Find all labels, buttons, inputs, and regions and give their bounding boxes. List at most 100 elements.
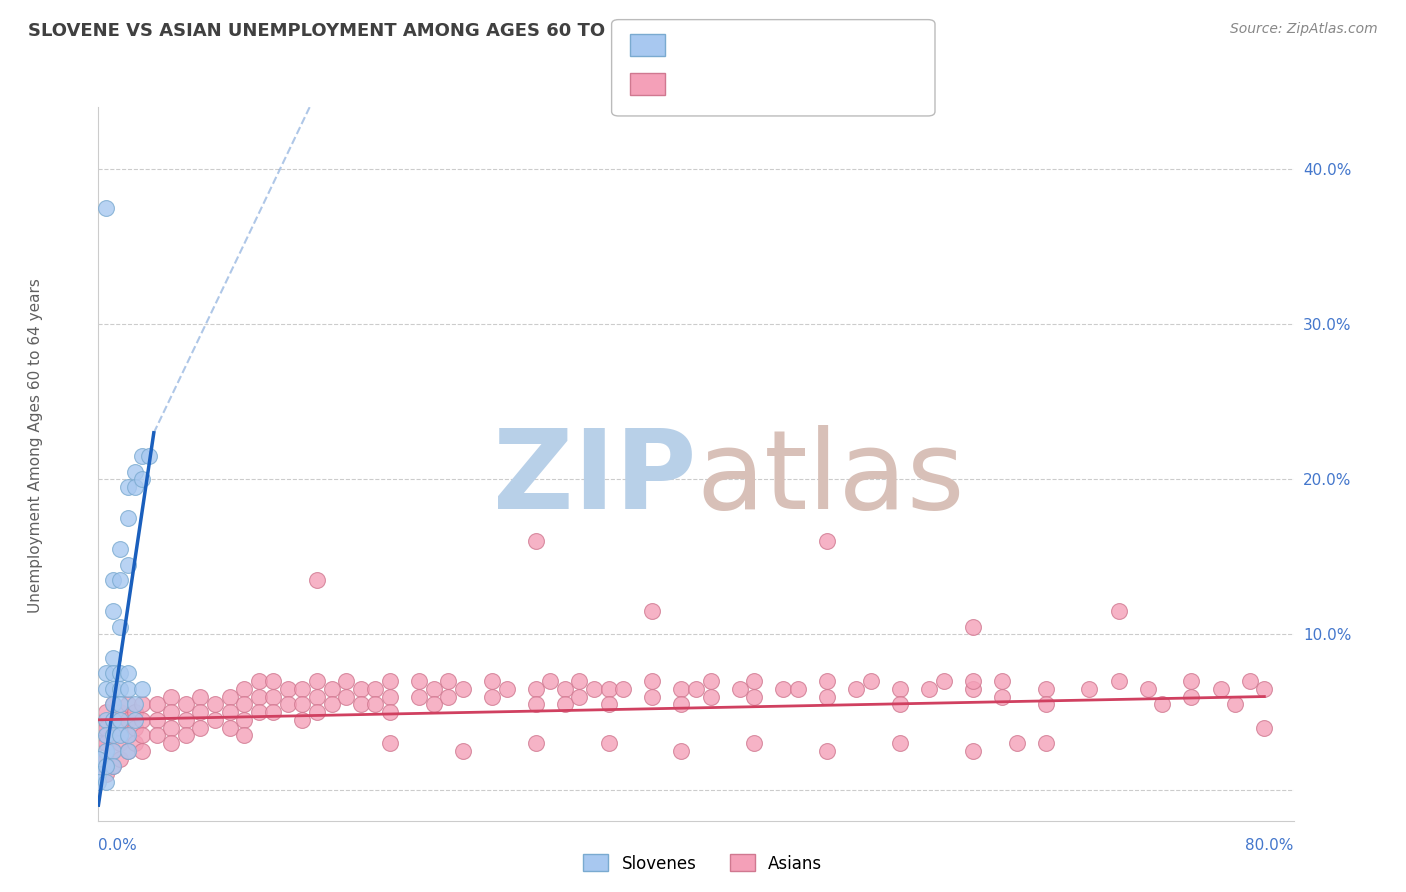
Point xyxy=(378,690,401,704)
Point xyxy=(131,744,153,758)
Point xyxy=(94,767,117,781)
Point xyxy=(117,713,139,727)
Point xyxy=(87,721,110,735)
Point xyxy=(94,744,117,758)
Point xyxy=(117,744,139,758)
Point xyxy=(1239,673,1261,688)
Point xyxy=(117,728,139,742)
Point xyxy=(582,681,605,696)
Point xyxy=(124,480,146,494)
Point xyxy=(524,534,547,549)
Point xyxy=(612,681,634,696)
Point xyxy=(845,681,868,696)
Point xyxy=(277,698,299,712)
Point xyxy=(932,673,955,688)
Text: 80.0%: 80.0% xyxy=(1246,838,1294,854)
Point xyxy=(101,698,124,712)
Point xyxy=(101,573,124,587)
Point xyxy=(291,681,314,696)
Text: N =: N = xyxy=(780,76,811,94)
Point xyxy=(918,681,941,696)
Point xyxy=(124,736,146,750)
Point xyxy=(742,673,765,688)
Point xyxy=(94,713,117,727)
Point xyxy=(233,713,256,727)
Point xyxy=(321,681,343,696)
Point xyxy=(233,728,256,742)
Point xyxy=(117,480,139,494)
Text: Source: ZipAtlas.com: Source: ZipAtlas.com xyxy=(1230,22,1378,37)
Point xyxy=(671,681,693,696)
Point xyxy=(991,690,1014,704)
Point xyxy=(554,698,576,712)
Point xyxy=(422,698,444,712)
Point xyxy=(378,736,401,750)
Point xyxy=(305,690,328,704)
Point xyxy=(160,721,183,735)
Point xyxy=(728,681,751,696)
Point xyxy=(1136,681,1159,696)
Text: R =: R = xyxy=(675,76,706,94)
Point xyxy=(101,744,124,758)
Point xyxy=(1035,681,1057,696)
Point xyxy=(1108,673,1130,688)
Point xyxy=(962,744,984,758)
Point xyxy=(124,698,146,712)
Point xyxy=(291,698,314,712)
Point xyxy=(787,681,810,696)
Point xyxy=(699,673,721,688)
Point xyxy=(554,681,576,696)
Point xyxy=(598,681,620,696)
Point xyxy=(422,681,444,696)
Point xyxy=(772,681,794,696)
Point xyxy=(204,698,226,712)
Point xyxy=(481,690,503,704)
Point xyxy=(145,713,167,727)
Point xyxy=(110,713,132,727)
Text: atlas: atlas xyxy=(696,425,965,532)
Point xyxy=(991,673,1014,688)
Point xyxy=(174,728,197,742)
Point xyxy=(124,721,146,735)
Point xyxy=(451,744,474,758)
Point xyxy=(101,713,124,727)
Point xyxy=(277,681,299,696)
Point xyxy=(101,728,124,742)
Point xyxy=(815,673,838,688)
Point xyxy=(305,673,328,688)
Point xyxy=(110,698,132,712)
Point xyxy=(145,698,167,712)
Point xyxy=(87,775,110,789)
Point xyxy=(87,736,110,750)
Point xyxy=(124,713,146,727)
Point xyxy=(174,713,197,727)
Point xyxy=(815,690,838,704)
Point xyxy=(101,728,124,742)
Point xyxy=(364,681,387,696)
Point xyxy=(1078,681,1101,696)
Point xyxy=(291,713,314,727)
Point xyxy=(1035,736,1057,750)
Point xyxy=(742,736,765,750)
Point xyxy=(160,736,183,750)
Point xyxy=(94,751,117,765)
Point xyxy=(218,690,240,704)
Point xyxy=(110,620,132,634)
Point xyxy=(101,759,124,773)
Point xyxy=(101,681,124,696)
Point xyxy=(117,744,139,758)
Point xyxy=(1005,736,1028,750)
Point xyxy=(568,690,591,704)
Point xyxy=(160,705,183,719)
Point xyxy=(524,698,547,712)
Point xyxy=(538,673,561,688)
Point xyxy=(247,705,270,719)
Point xyxy=(408,673,430,688)
Point xyxy=(94,759,117,773)
Point xyxy=(335,690,357,704)
Point xyxy=(321,698,343,712)
Point xyxy=(1253,681,1275,696)
Point xyxy=(101,650,124,665)
Point xyxy=(350,681,373,696)
Point xyxy=(218,721,240,735)
